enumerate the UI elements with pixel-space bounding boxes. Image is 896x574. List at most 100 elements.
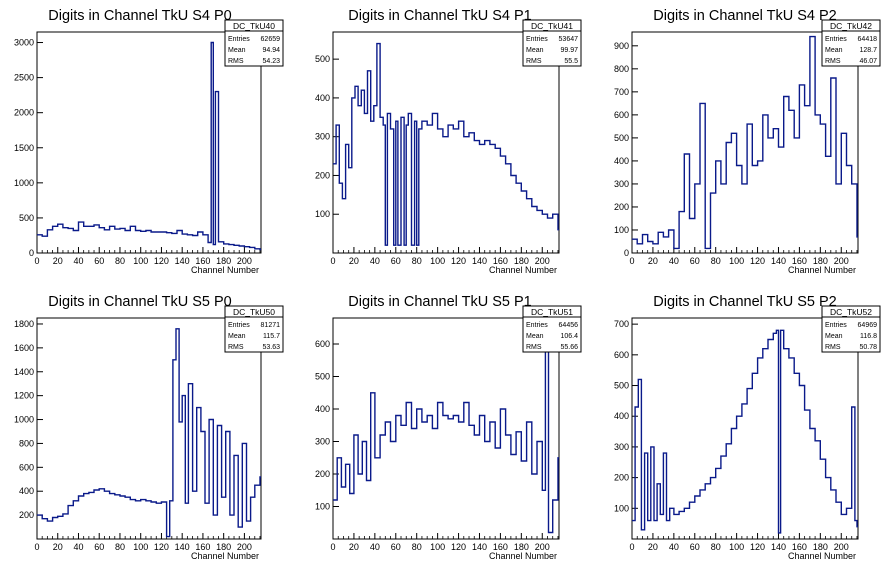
- x-tick-label: 120: [154, 542, 169, 552]
- stats-value: 64456: [559, 322, 579, 329]
- x-tick-label: 140: [771, 542, 786, 552]
- x-tick-label: 80: [115, 542, 125, 552]
- x-tick-label: 100: [133, 256, 148, 266]
- x-axis-label: Channel Number: [489, 551, 557, 561]
- y-tick-label: 1200: [14, 391, 34, 401]
- y-tick-label: 200: [614, 473, 629, 483]
- stats-key: RMS: [825, 344, 841, 351]
- plot-frame: [36, 31, 262, 254]
- x-tick-label: 0: [330, 542, 335, 552]
- stats-key: Mean: [526, 47, 544, 54]
- chart-panel: Digits in Channel TkU S5 P0 0 20 40 60 80 100 1…: [14, 294, 284, 561]
- plot-frame: [631, 31, 859, 254]
- x-tick-label: 120: [451, 256, 466, 266]
- stats-value: 99.97: [560, 47, 578, 54]
- y-tick-label: 1400: [14, 367, 34, 377]
- y-tick-label: 500: [315, 372, 330, 382]
- stats-value: 64418: [858, 36, 878, 43]
- stats-key: Entries: [526, 36, 548, 43]
- stats-name: DC_TkU52: [830, 307, 872, 317]
- y-tick-label: 100: [315, 209, 330, 219]
- stats-box: [821, 19, 881, 67]
- chart-panel: Digits in Channel TkU S5 P2 0 20 40 60 80 100 1…: [614, 294, 881, 561]
- x-tick-label: 200: [834, 542, 849, 552]
- stats-name: DC_TkU41: [531, 21, 573, 31]
- y-tick-label: 1600: [14, 343, 34, 353]
- y-tick-label: 800: [19, 438, 34, 448]
- x-tick-label: 100: [729, 256, 744, 266]
- x-tick-label: 60: [391, 256, 401, 266]
- x-axis-label: Channel Number: [191, 265, 259, 275]
- y-tick-label: 500: [315, 54, 330, 64]
- chart-panel: Digits in Channel TkU S4 P1 0 20 40 60 80 100 1…: [315, 8, 582, 275]
- y-tick-label: 200: [315, 469, 330, 479]
- stats-name: DC_TkU50: [233, 307, 275, 317]
- x-tick-label: 140: [175, 542, 190, 552]
- x-tick-label: 160: [195, 542, 210, 552]
- stats-key: Entries: [526, 322, 548, 329]
- x-axis-label: Channel Number: [788, 265, 856, 275]
- x-tick-label: 100: [729, 542, 744, 552]
- x-tick-label: 160: [792, 542, 807, 552]
- histogram-line: [632, 329, 858, 534]
- x-tick-label: 80: [412, 542, 422, 552]
- y-tick-label: 1800: [14, 319, 34, 329]
- x-tick-label: 0: [629, 256, 634, 266]
- x-tick-label: 160: [195, 256, 210, 266]
- y-tick-label: 500: [614, 133, 629, 143]
- stats-key: Entries: [228, 36, 250, 43]
- stats-box: [821, 305, 881, 353]
- x-tick-label: 120: [451, 542, 466, 552]
- stats-value: 46.07: [859, 58, 877, 65]
- y-tick-label: 300: [614, 442, 629, 452]
- y-tick-label: 2500: [14, 73, 34, 83]
- x-tick-label: 0: [330, 256, 335, 266]
- chart-title: Digits in Channel TkU S4 P0: [48, 8, 232, 24]
- stats-key: Entries: [825, 36, 847, 43]
- x-tick-label: 200: [834, 256, 849, 266]
- x-tick-label: 60: [391, 542, 401, 552]
- x-tick-label: 140: [175, 256, 190, 266]
- stats-key: RMS: [526, 58, 542, 65]
- histogram-line: [37, 41, 261, 251]
- x-tick-label: 200: [237, 542, 252, 552]
- y-tick-label: 200: [315, 170, 330, 180]
- y-tick-label: 600: [614, 350, 629, 360]
- y-tick-label: 300: [614, 179, 629, 189]
- x-tick-label: 40: [73, 256, 83, 266]
- stats-value: 115.7: [263, 333, 280, 340]
- y-tick-label: 400: [315, 404, 330, 414]
- y-tick-label: 100: [614, 503, 629, 513]
- y-tick-label: 600: [614, 110, 629, 120]
- y-tick-label: 0: [29, 248, 34, 258]
- y-tick-label: 400: [315, 93, 330, 103]
- x-tick-label: 20: [349, 542, 359, 552]
- y-tick-label: 100: [315, 502, 330, 512]
- stats-name: DC_TkU40: [233, 21, 275, 31]
- stats-name: DC_TkU42: [830, 21, 872, 31]
- x-tick-label: 20: [648, 542, 658, 552]
- y-tick-label: 300: [315, 437, 330, 447]
- chart-panel: Digits in Channel TkU S4 P0 0 20 40 60 80 100 1…: [14, 8, 284, 275]
- x-tick-label: 120: [750, 256, 765, 266]
- y-tick-label: 700: [614, 87, 629, 97]
- stats-key: Mean: [526, 333, 544, 340]
- y-tick-label: 800: [614, 64, 629, 74]
- stats-value: 128.7: [859, 47, 877, 54]
- y-tick-label: 2000: [14, 108, 34, 118]
- stats-box: [522, 305, 582, 353]
- y-tick-label: 3000: [14, 38, 34, 48]
- y-tick-label: 500: [19, 213, 34, 223]
- stats-key: Entries: [228, 322, 250, 329]
- x-tick-label: 120: [154, 256, 169, 266]
- x-tick-label: 80: [412, 256, 422, 266]
- stats-value: 64969: [858, 322, 878, 329]
- x-tick-label: 180: [514, 256, 529, 266]
- y-tick-label: 200: [614, 202, 629, 212]
- x-tick-label: 180: [813, 542, 828, 552]
- stats-key: RMS: [228, 344, 244, 351]
- stats-value: 50.78: [859, 344, 877, 351]
- chart-title: Digits in Channel TkU S4 P2: [653, 8, 837, 24]
- stats-value: 53647: [559, 36, 579, 43]
